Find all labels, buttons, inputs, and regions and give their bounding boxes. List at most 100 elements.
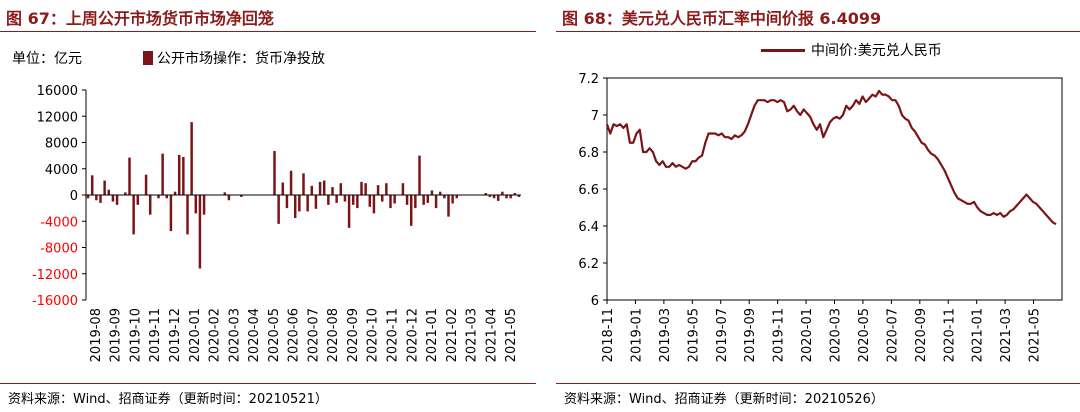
bar — [302, 173, 305, 195]
bar — [430, 190, 434, 195]
bar — [240, 195, 243, 197]
y-tick-label: 6.6 — [578, 183, 599, 198]
source-note: 资料来源：Wind、招商证券（更新时间：20210526） — [564, 392, 884, 407]
x-tick-label: 2021-03 — [999, 308, 1014, 362]
x-tick-label: 2021-01 — [425, 308, 440, 362]
bar — [331, 187, 334, 195]
bar — [148, 195, 152, 215]
y-tick-label: -8000 — [40, 242, 78, 257]
bar — [505, 195, 508, 199]
bar — [443, 195, 446, 199]
bar — [310, 185, 314, 195]
x-tick-label: 2020-04 — [247, 308, 262, 362]
bar — [451, 195, 454, 204]
bar — [327, 195, 330, 205]
x-tick-label: 2021-03 — [465, 308, 480, 362]
bar — [356, 195, 359, 209]
legend-label: 公开市场操作：货币净投放 — [157, 51, 325, 67]
x-tick-label: 2020-06 — [287, 308, 302, 362]
y-tick-label: -16000 — [32, 294, 78, 309]
x-tick-label: 2019-03 — [658, 308, 673, 362]
bar — [385, 183, 388, 195]
bar — [322, 180, 326, 195]
x-tick-label: 2020-01 — [800, 308, 815, 362]
bar — [144, 174, 148, 195]
chart-panel-net-injection: 图 67：上周公开市场货币市场净回笼 单位：亿元 公开市场操作：货币净投放 16… — [0, 0, 536, 412]
bar — [157, 195, 160, 199]
bar — [418, 155, 421, 195]
bar — [351, 195, 355, 205]
x-tick-label: 2019-10 — [128, 308, 143, 362]
bar — [455, 195, 459, 199]
bar — [393, 195, 396, 204]
bar — [509, 195, 512, 199]
x-tick-label: 2020-09 — [346, 308, 361, 362]
bar — [405, 195, 409, 205]
x-tick-label: 2020-02 — [208, 308, 223, 362]
bar — [364, 183, 367, 195]
y-tick-label: 6 — [591, 294, 599, 309]
bar — [277, 195, 280, 224]
bar — [173, 191, 177, 195]
x-tick-label: 2019-07 — [715, 308, 730, 362]
chart-title: 图 67：上周公开市场货币市场净回笼 — [6, 9, 274, 28]
series-line — [605, 89, 1057, 226]
bar — [169, 195, 173, 232]
bar — [132, 195, 135, 235]
y-tick-label: 4000 — [45, 163, 78, 178]
x-tick-label: 2019-11 — [148, 308, 163, 362]
source-rule — [556, 383, 1080, 384]
chart-legend: 公开市场操作：货币净投放 — [143, 48, 325, 68]
y-tick-label: 6.4 — [578, 220, 599, 235]
bar — [161, 153, 164, 195]
y-tick-label: 8000 — [45, 137, 78, 152]
bar — [103, 180, 106, 195]
chart-legend: 中间价:美元兑人民币 — [761, 40, 942, 60]
x-tick-label: 2020-05 — [267, 308, 282, 362]
y-tick-label: 16000 — [37, 84, 78, 99]
y-tick-label: 6.2 — [578, 257, 599, 272]
bar — [501, 191, 504, 195]
bar — [339, 183, 343, 195]
title-rule — [0, 31, 536, 32]
x-tick-label: 2019-01 — [629, 308, 644, 362]
x-tick-label: 2021-05 — [1028, 308, 1043, 362]
bar — [343, 195, 347, 202]
x-tick-label: 2019-12 — [168, 308, 183, 362]
bar — [513, 193, 517, 195]
bar — [90, 175, 94, 195]
chart-title: 图 68：美元兑人民币汇率中间价报 6.4099 — [562, 9, 882, 28]
y-tick-label: -4000 — [40, 215, 78, 230]
x-tick-label: 2020-05 — [857, 308, 872, 362]
x-tick-label: 2019-08 — [89, 308, 104, 362]
bar — [422, 195, 425, 205]
bar — [318, 181, 322, 195]
bar — [281, 182, 285, 195]
x-tick-label: 2019-11 — [772, 308, 787, 362]
title-rule — [556, 31, 1080, 32]
bar — [426, 195, 430, 203]
y-tick-label: 7 — [591, 109, 599, 124]
bar — [434, 195, 438, 209]
bar — [447, 195, 450, 217]
x-tick-label: 2021-01 — [971, 308, 986, 362]
bar — [517, 195, 521, 197]
x-tick-label: 2018-11 — [601, 308, 616, 362]
bar — [107, 189, 111, 195]
bar — [414, 195, 417, 209]
bar — [136, 195, 140, 205]
bar — [380, 195, 384, 202]
x-tick-label: 2020-08 — [326, 308, 341, 362]
bar — [111, 195, 115, 202]
bar — [492, 195, 496, 199]
bar — [86, 195, 90, 199]
bar — [298, 195, 301, 212]
bar — [347, 195, 351, 228]
x-tick-label: 2019-09 — [743, 308, 758, 362]
bar — [165, 195, 169, 199]
bar — [293, 195, 297, 218]
bar — [128, 157, 131, 195]
bar — [289, 170, 293, 195]
source-rule — [0, 383, 536, 384]
